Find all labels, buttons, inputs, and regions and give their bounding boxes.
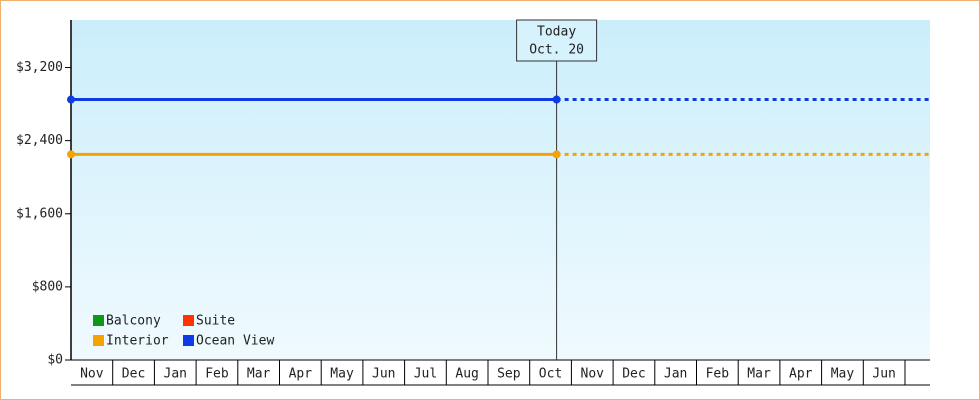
series-point <box>552 95 561 104</box>
x-tick-label: Apr <box>789 367 813 382</box>
x-tick-label: Jan <box>664 367 687 382</box>
y-tick-label: $0 <box>47 353 63 368</box>
x-tick-label: Feb <box>205 367 229 382</box>
legend-swatch <box>93 315 104 326</box>
legend-label: Balcony <box>106 314 161 329</box>
today-box <box>516 19 598 62</box>
y-tick-label: $2,400 <box>16 133 63 148</box>
x-tick-label: Mar <box>747 367 771 382</box>
legend-label: Suite <box>196 314 235 329</box>
y-tick-label: $3,200 <box>16 60 63 75</box>
x-tick-label: Oct <box>539 367 562 382</box>
y-tick-label: $800 <box>32 279 63 294</box>
series-point <box>552 150 561 159</box>
x-tick-label: Sep <box>497 367 521 382</box>
legend-swatch <box>183 335 194 346</box>
today-title: Today <box>537 25 576 40</box>
legend-label: Ocean View <box>196 334 274 349</box>
x-tick-label: Jun <box>872 367 895 382</box>
x-tick-label: Jun <box>372 367 395 382</box>
x-tick-label: Apr <box>289 367 313 382</box>
today-date: Oct. 20 <box>529 43 584 58</box>
series-point <box>67 150 75 159</box>
x-tick-label: May <box>330 367 354 382</box>
x-tick-label: Feb <box>706 367 730 382</box>
legend-label: Interior <box>106 334 169 349</box>
series-point <box>67 95 75 104</box>
x-tick-label: Nov <box>581 367 605 382</box>
x-tick-label: Dec <box>122 367 145 382</box>
x-tick-label: Aug <box>455 367 478 382</box>
x-tick-label: Dec <box>622 367 645 382</box>
x-tick-label: Jan <box>164 367 187 382</box>
y-tick-label: $1,600 <box>16 206 63 221</box>
plot-area <box>71 20 930 360</box>
x-tick-label: Jul <box>414 367 437 382</box>
x-tick-label: May <box>831 367 855 382</box>
x-tick-label: Nov <box>80 367 104 382</box>
legend-swatch <box>93 335 104 346</box>
x-tick-label: Mar <box>247 367 271 382</box>
legend-swatch <box>183 315 194 326</box>
